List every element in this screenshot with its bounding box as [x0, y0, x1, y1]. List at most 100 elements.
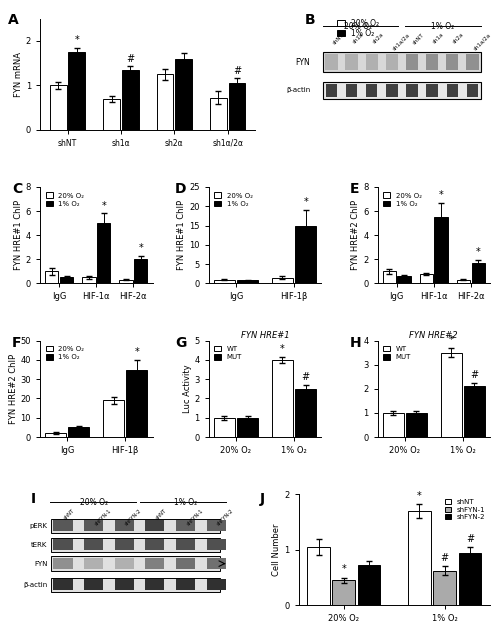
- Text: sh1a/2a: sh1a/2a: [472, 32, 492, 51]
- Text: E: E: [350, 182, 359, 196]
- Text: tERK: tERK: [32, 542, 48, 548]
- Text: *: *: [449, 335, 454, 345]
- Y-axis label: Cell Number: Cell Number: [272, 524, 281, 576]
- Bar: [175, 59, 192, 130]
- FancyBboxPatch shape: [466, 84, 478, 97]
- FancyBboxPatch shape: [176, 579, 195, 590]
- Text: *: *: [138, 243, 143, 253]
- Text: sh2a: sh2a: [372, 32, 385, 45]
- Bar: [272, 278, 293, 283]
- Text: 20% O₂: 20% O₂: [344, 22, 372, 31]
- Bar: [406, 413, 427, 437]
- FancyBboxPatch shape: [322, 52, 481, 72]
- Bar: [134, 260, 147, 283]
- FancyBboxPatch shape: [386, 84, 398, 97]
- FancyBboxPatch shape: [466, 54, 478, 70]
- Bar: [408, 511, 431, 605]
- Bar: [358, 565, 380, 605]
- Bar: [68, 52, 86, 130]
- Text: β-actin: β-actin: [286, 87, 310, 94]
- FancyBboxPatch shape: [176, 539, 195, 550]
- Bar: [420, 274, 433, 283]
- Text: #: #: [302, 372, 310, 382]
- FancyBboxPatch shape: [406, 54, 418, 70]
- Text: sh2a: sh2a: [452, 32, 466, 45]
- Text: sh1a: sh1a: [352, 32, 364, 45]
- FancyBboxPatch shape: [446, 54, 458, 70]
- FancyBboxPatch shape: [426, 84, 438, 97]
- Text: #: #: [440, 553, 449, 563]
- FancyBboxPatch shape: [54, 558, 72, 569]
- FancyBboxPatch shape: [326, 84, 337, 97]
- FancyBboxPatch shape: [146, 558, 165, 569]
- Bar: [45, 271, 59, 283]
- Text: J: J: [260, 492, 266, 506]
- FancyBboxPatch shape: [146, 579, 165, 590]
- Legend: 20% O₂, 1% O₂: 20% O₂, 1% O₂: [44, 344, 86, 363]
- Bar: [45, 433, 66, 437]
- FancyBboxPatch shape: [206, 558, 226, 569]
- Bar: [382, 413, 404, 437]
- Text: pERK: pERK: [30, 523, 48, 529]
- Text: *: *: [280, 344, 285, 354]
- Y-axis label: FYN HRE#1 ChIP: FYN HRE#1 ChIP: [14, 200, 23, 270]
- Text: shFYN-1: shFYN-1: [186, 507, 204, 526]
- Text: shFYN-2: shFYN-2: [216, 507, 235, 526]
- Bar: [50, 85, 66, 130]
- FancyBboxPatch shape: [326, 54, 338, 70]
- FancyBboxPatch shape: [84, 579, 103, 590]
- Text: FYN: FYN: [296, 57, 310, 67]
- FancyBboxPatch shape: [84, 539, 103, 550]
- FancyBboxPatch shape: [114, 579, 134, 590]
- Y-axis label: FYN mRNA: FYN mRNA: [14, 52, 23, 97]
- FancyBboxPatch shape: [84, 558, 103, 569]
- FancyBboxPatch shape: [114, 558, 134, 569]
- Bar: [119, 280, 132, 283]
- Legend: WT, MUT: WT, MUT: [212, 344, 244, 363]
- Text: #: #: [466, 534, 474, 544]
- FancyBboxPatch shape: [146, 539, 165, 550]
- Bar: [97, 223, 110, 283]
- Text: shFYN-1: shFYN-1: [94, 507, 112, 526]
- FancyBboxPatch shape: [176, 558, 195, 569]
- Text: *: *: [342, 564, 346, 574]
- FancyBboxPatch shape: [366, 84, 378, 97]
- Text: 1% O₂: 1% O₂: [174, 497, 197, 507]
- Bar: [295, 225, 316, 283]
- Y-axis label: FYN HRE#2 ChIP: FYN HRE#2 ChIP: [8, 354, 18, 424]
- Bar: [295, 389, 316, 437]
- Bar: [60, 278, 74, 283]
- FancyBboxPatch shape: [84, 520, 103, 532]
- Text: shFYN-2: shFYN-2: [124, 507, 143, 526]
- Title: FYN HRE#2: FYN HRE#2: [410, 331, 458, 340]
- Legend: 20% O₂, 1% O₂: 20% O₂, 1% O₂: [44, 190, 86, 209]
- Text: 20% O₂: 20% O₂: [80, 497, 108, 507]
- Text: *: *: [102, 200, 106, 210]
- Text: D: D: [175, 182, 186, 196]
- Bar: [398, 276, 411, 283]
- Y-axis label: FYN HRE#2 ChIP: FYN HRE#2 ChIP: [352, 200, 360, 270]
- Bar: [237, 418, 258, 437]
- Bar: [472, 263, 485, 283]
- Bar: [122, 70, 138, 130]
- Y-axis label: Luc Activity: Luc Activity: [182, 364, 192, 413]
- Bar: [68, 427, 89, 437]
- FancyBboxPatch shape: [322, 82, 481, 99]
- Text: I: I: [30, 492, 36, 506]
- Bar: [434, 217, 448, 283]
- Bar: [210, 98, 227, 130]
- Text: sh1a/2a: sh1a/2a: [392, 32, 411, 51]
- Bar: [82, 278, 96, 283]
- Legend: 20% O₂, 1% O₂: 20% O₂, 1% O₂: [212, 190, 255, 209]
- Bar: [464, 386, 485, 437]
- Text: C: C: [12, 182, 22, 196]
- Text: #: #: [126, 54, 134, 64]
- Text: *: *: [74, 36, 79, 46]
- Bar: [440, 353, 462, 437]
- FancyBboxPatch shape: [114, 520, 134, 532]
- Text: #: #: [233, 66, 241, 76]
- FancyBboxPatch shape: [206, 520, 226, 532]
- Text: β-actin: β-actin: [24, 582, 48, 588]
- Text: H: H: [350, 336, 361, 349]
- FancyBboxPatch shape: [426, 54, 438, 70]
